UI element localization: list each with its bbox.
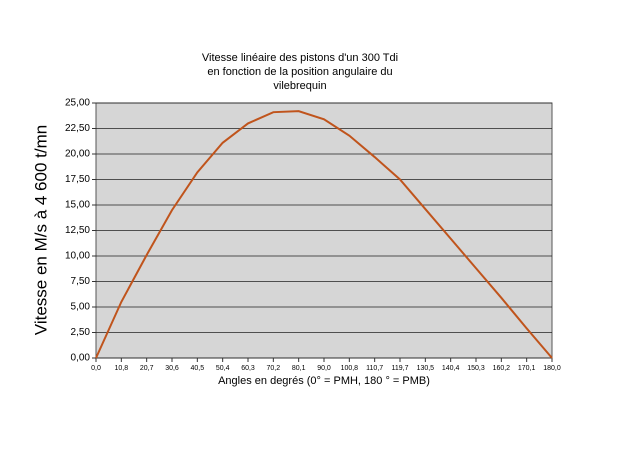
y-tick-label: 12,50 [65, 225, 90, 236]
x-tick-label: 150,3 [467, 365, 485, 372]
x-tick-label: 170,1 [518, 365, 536, 372]
y-tick-label: 0,00 [71, 353, 91, 364]
x-tick-label: 110,7 [366, 365, 383, 372]
x-tick-label: 80,1 [292, 365, 306, 372]
x-tick-label: 140,4 [442, 365, 460, 372]
x-tick-label: 10,8 [115, 365, 129, 372]
y-tick-label: 10,00 [65, 251, 90, 262]
x-tick-label: 160,2 [493, 365, 511, 372]
x-tick-label: 60,3 [241, 365, 255, 372]
x-tick-label: 30,6 [165, 365, 179, 372]
chart-title: vilebrequin [273, 80, 326, 92]
y-tick-label: 7,50 [71, 276, 91, 287]
y-tick-label: 20,00 [65, 149, 90, 160]
x-tick-label: 180,0 [543, 365, 561, 372]
x-axis-label: Angles en degrés (0° = PMH, 180 ° = PMB) [218, 375, 430, 387]
x-tick-label: 0,0 [91, 365, 101, 372]
x-tick-label: 50,4 [216, 365, 230, 372]
x-tick-label: 119,7 [392, 365, 409, 372]
y-tick-label: 2,50 [71, 327, 91, 338]
chart-title: Vitesse linéaire des pistons d'un 300 Td… [202, 52, 398, 64]
x-tick-label: 20,7 [140, 365, 154, 372]
y-axis-label: Vitesse en M/s à 4 600 t/mn [31, 125, 50, 335]
y-tick-label: 22,50 [65, 123, 90, 134]
y-tick-label: 15,00 [65, 200, 90, 211]
x-tick-label: 70,2 [267, 365, 281, 372]
x-tick-label: 130,5 [417, 365, 435, 372]
chart-title: en fonction de la position angulaire du [207, 66, 392, 78]
x-tick-label: 90,0 [317, 365, 331, 372]
y-tick-label: 5,00 [71, 302, 91, 313]
x-tick-label: 40,5 [191, 365, 205, 372]
x-tick-label: 100,8 [341, 365, 359, 372]
y-tick-label: 17,50 [65, 174, 90, 185]
data-line [95, 110, 553, 359]
y-tick-label: 25,00 [65, 98, 90, 109]
